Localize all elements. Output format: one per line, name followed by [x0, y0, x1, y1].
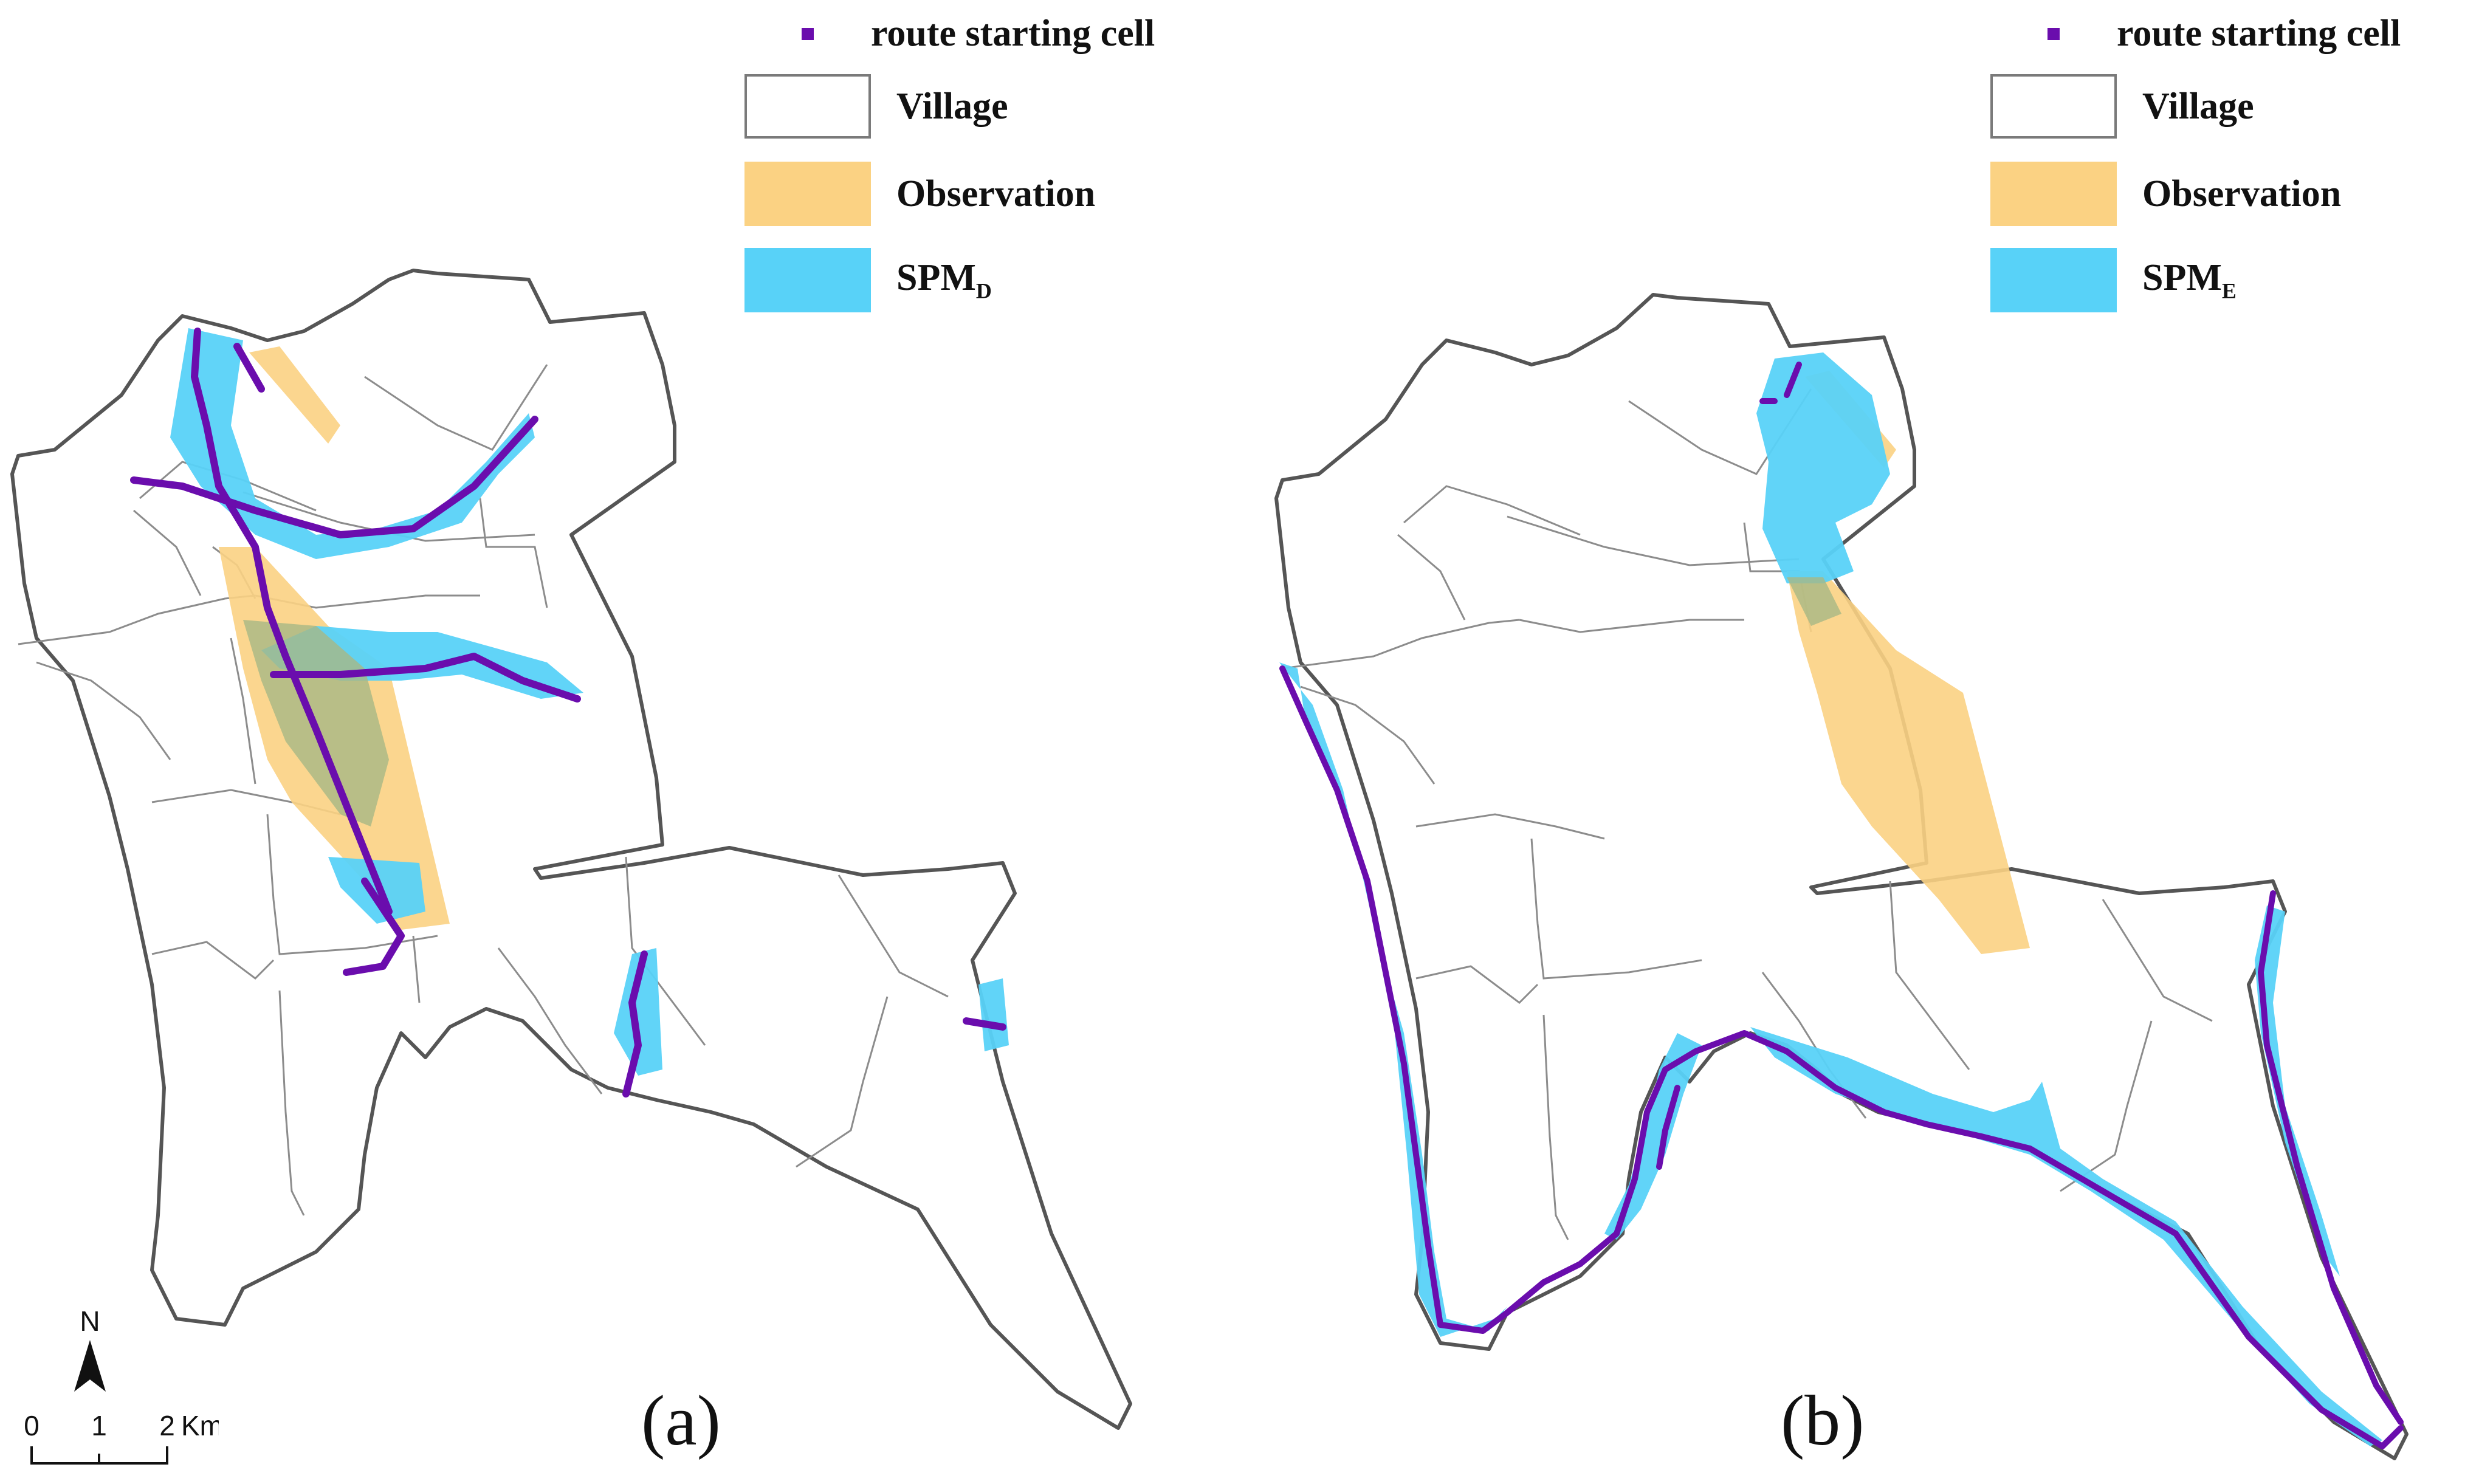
legend-a: route starting cell Village Observation … [744, 6, 1231, 322]
village-swatch [744, 74, 871, 139]
route-starting-cells [130, 328, 1006, 1098]
spm-e-areas [1279, 352, 2382, 1446]
north-arrow-icon [74, 1340, 106, 1392]
overlap-areas [1787, 577, 1841, 626]
panel-label-a: (a) [641, 1381, 721, 1460]
legend-row-village: Village [1990, 74, 2254, 139]
legend-row-observation: Observation [744, 162, 1095, 226]
route-starting-cells [1279, 362, 2404, 1449]
scale-tick-1: 1 [91, 1410, 107, 1441]
scale-tick-2: 2 [159, 1410, 175, 1441]
map-panel-b: route starting cell Village Observation … [1240, 0, 2479, 1484]
legend-label-village: Village [896, 85, 1008, 127]
village-boundaries [1282, 388, 2213, 1240]
panel-label-b: (b) [1781, 1381, 1865, 1460]
spm-prefix: SPM [2142, 257, 2222, 299]
legend-label-start: route starting cell [871, 13, 1155, 54]
village-swatch [1990, 74, 2117, 139]
legend-b: route starting cell Village Observation … [1990, 6, 2477, 322]
route-start-swatch [802, 27, 814, 40]
observation-swatch [1990, 162, 2117, 226]
legend-row-spm: SPMD [744, 248, 992, 312]
scale-unit: Km [181, 1410, 219, 1441]
scale-tick-0: 0 [24, 1410, 40, 1441]
legend-label-village: Village [2142, 85, 2254, 127]
spm-subscript-d: D [975, 278, 992, 303]
north-label: N [80, 1305, 100, 1337]
legend-row-start: route starting cell [744, 12, 1155, 55]
legend-label-observation: Observation [896, 173, 1096, 215]
observation-swatch [744, 162, 871, 226]
north-arrow-and-scale-bar: N 0 1 2 Km [24, 1305, 219, 1465]
map-a-canvas [10, 269, 1132, 1430]
spm-swatch [744, 248, 871, 312]
legend-label-spm: SPMD [896, 256, 992, 303]
legend-row-spm: SPME [1990, 248, 2237, 312]
spm-swatch [1990, 248, 2117, 312]
map-panel-a: route starting cell Village Observation … [10, 6, 1231, 1465]
legend-row-observation: Observation [1990, 162, 2341, 226]
legend-label-start: route starting cell [2117, 13, 2401, 54]
legend-row-start: route starting cell [1990, 12, 2401, 55]
map-b-canvas [1274, 293, 2409, 1460]
legend-row-village: Village [744, 74, 1008, 139]
spm-prefix: SPM [896, 257, 976, 299]
spm-subscript-e: E [2221, 278, 2237, 303]
legend-label-spm: SPME [2142, 256, 2237, 303]
outer-boundary [10, 269, 1132, 1430]
legend-label-observation: Observation [2142, 173, 2342, 215]
scale-bar [30, 1446, 168, 1465]
route-start-swatch [2047, 27, 2060, 40]
